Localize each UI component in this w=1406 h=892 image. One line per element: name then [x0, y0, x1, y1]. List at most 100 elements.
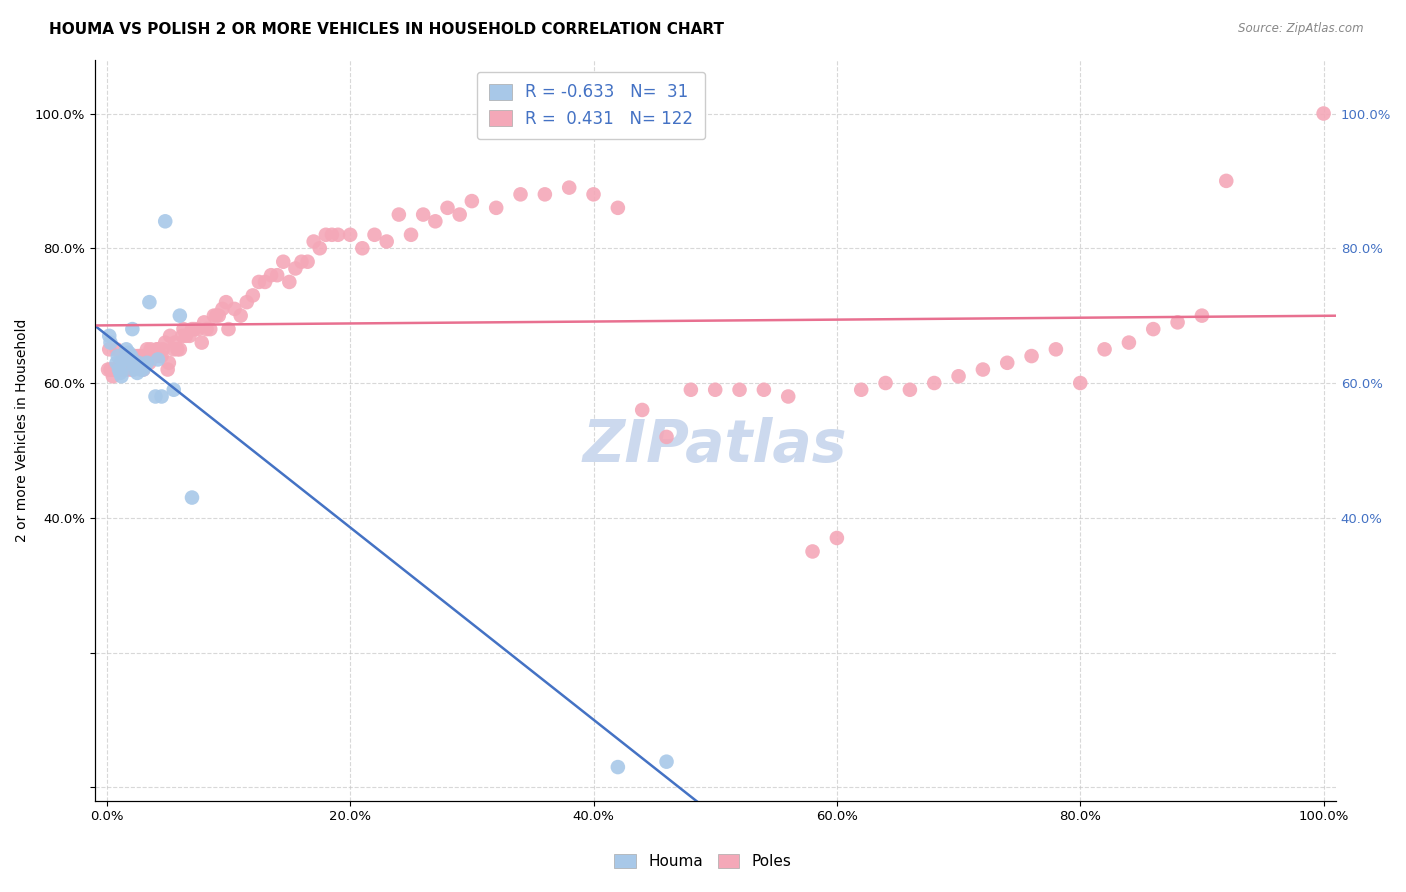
Houma [181, 491, 204, 505]
Poles [302, 235, 325, 249]
Poles [135, 349, 157, 363]
Houma [124, 359, 146, 374]
Legend: R = -0.633   N=  31, R =  0.431   N= 122: R = -0.633 N= 31, R = 0.431 N= 122 [477, 71, 704, 139]
Houma [129, 362, 152, 376]
Poles [111, 362, 134, 376]
Houma [138, 295, 160, 310]
Poles [218, 322, 240, 336]
Houma [169, 309, 191, 323]
Poles [118, 362, 141, 376]
Poles [152, 343, 174, 357]
Poles [211, 301, 233, 316]
Poles [509, 187, 531, 202]
Houma [111, 359, 134, 374]
Poles [157, 356, 180, 370]
Poles [412, 208, 434, 222]
Poles [1045, 343, 1067, 357]
Poles [242, 288, 264, 302]
Poles [679, 383, 702, 397]
Poles [375, 235, 398, 249]
Poles [166, 343, 188, 357]
Poles [202, 309, 225, 323]
Poles [208, 309, 231, 323]
Houma [105, 356, 128, 370]
Poles [315, 227, 337, 242]
Poles [655, 430, 678, 444]
Poles [124, 349, 146, 363]
Houma [118, 345, 141, 359]
Poles [117, 349, 139, 363]
Poles [142, 349, 165, 363]
Poles [122, 356, 145, 370]
Poles [801, 544, 824, 558]
Houma [115, 343, 138, 357]
Poles [205, 309, 228, 323]
Houma [121, 322, 143, 336]
Poles [284, 261, 307, 276]
Poles [558, 180, 581, 194]
Poles [399, 227, 422, 242]
Houma [134, 359, 156, 374]
Poles [163, 335, 186, 350]
Poles [582, 187, 605, 202]
Poles [1191, 309, 1213, 323]
Poles [100, 362, 122, 376]
Poles [1021, 349, 1043, 363]
Poles [321, 227, 343, 242]
Poles [156, 362, 179, 376]
Legend: Houma, Poles: Houma, Poles [609, 847, 797, 875]
Poles [193, 315, 215, 329]
Poles [278, 275, 301, 289]
Text: ZIPatlas: ZIPatlas [583, 417, 848, 474]
Poles [98, 343, 121, 357]
Houma [127, 356, 149, 370]
Poles [704, 383, 727, 397]
Poles [163, 343, 186, 357]
Poles [101, 369, 124, 384]
Poles [145, 349, 167, 363]
Poles [172, 322, 194, 336]
Poles [260, 268, 283, 283]
Poles [485, 201, 508, 215]
Poles [1215, 174, 1237, 188]
Poles [155, 335, 177, 350]
Houma [98, 329, 121, 343]
Houma [108, 362, 131, 376]
Poles [271, 254, 294, 268]
Poles [114, 362, 136, 376]
Poles [461, 194, 484, 208]
Poles [148, 349, 170, 363]
Poles [169, 343, 191, 357]
Poles [215, 295, 238, 310]
Poles [134, 349, 156, 363]
Poles [449, 208, 471, 222]
Poles [224, 301, 246, 316]
Poles [97, 362, 120, 376]
Poles [127, 349, 149, 363]
Poles [108, 362, 131, 376]
Poles [631, 403, 654, 417]
Y-axis label: 2 or more Vehicles in Household: 2 or more Vehicles in Household [15, 318, 30, 541]
Poles [875, 376, 897, 390]
Poles [120, 349, 142, 363]
Poles [851, 383, 873, 397]
Houma [114, 352, 136, 367]
Poles [922, 376, 945, 390]
Poles [235, 295, 257, 310]
Poles [127, 356, 149, 370]
Poles [1118, 335, 1140, 350]
Houma [122, 362, 145, 376]
Poles [326, 227, 349, 242]
Houma [146, 352, 169, 367]
Poles [825, 531, 848, 545]
Poles [128, 356, 150, 370]
Poles [146, 343, 169, 357]
Houma [107, 349, 129, 363]
Poles [352, 241, 374, 255]
Poles [606, 201, 628, 215]
Poles [1142, 322, 1164, 336]
Poles [103, 362, 125, 376]
Poles [948, 369, 970, 384]
Poles [145, 343, 167, 357]
Poles [229, 309, 252, 323]
